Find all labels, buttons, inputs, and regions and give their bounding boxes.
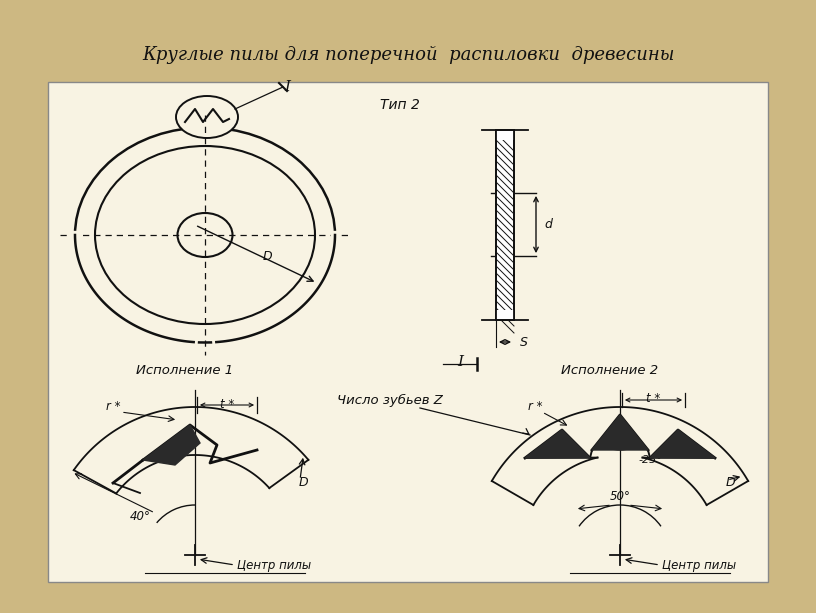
Text: Центр пилы: Центр пилы xyxy=(237,558,311,571)
Text: Центр пилы: Центр пилы xyxy=(662,558,736,571)
Text: d: d xyxy=(544,218,552,230)
Text: t *: t * xyxy=(220,398,234,411)
Text: 50°: 50° xyxy=(610,490,631,503)
Text: D: D xyxy=(262,251,272,264)
Text: r *: r * xyxy=(106,400,120,414)
Text: Исполнение 1: Исполнение 1 xyxy=(136,364,233,376)
Text: D: D xyxy=(298,476,308,490)
Text: r *: r * xyxy=(528,400,543,414)
Polygon shape xyxy=(525,430,590,458)
Bar xyxy=(496,130,514,320)
Polygon shape xyxy=(143,425,200,465)
Text: D: D xyxy=(725,476,735,490)
Text: Круглые пилы для поперечной  распиловки  древесины: Круглые пилы для поперечной распиловки д… xyxy=(142,46,674,64)
Bar xyxy=(496,310,514,320)
Text: t *: t * xyxy=(646,392,660,405)
Text: 40°: 40° xyxy=(130,511,150,524)
Text: Тип 2: Тип 2 xyxy=(380,98,420,112)
Bar xyxy=(496,130,514,320)
Text: -25°: -25° xyxy=(638,455,662,465)
Text: S: S xyxy=(520,335,528,349)
Polygon shape xyxy=(592,415,648,450)
Ellipse shape xyxy=(176,96,238,138)
Bar xyxy=(48,82,768,582)
Text: Число зубьев Z: Число зубьев Z xyxy=(337,394,443,406)
Polygon shape xyxy=(650,430,715,458)
Text: I: I xyxy=(284,80,290,94)
Text: I: I xyxy=(457,355,463,369)
Text: Исполнение 2: Исполнение 2 xyxy=(561,364,659,376)
Bar xyxy=(496,130,514,140)
